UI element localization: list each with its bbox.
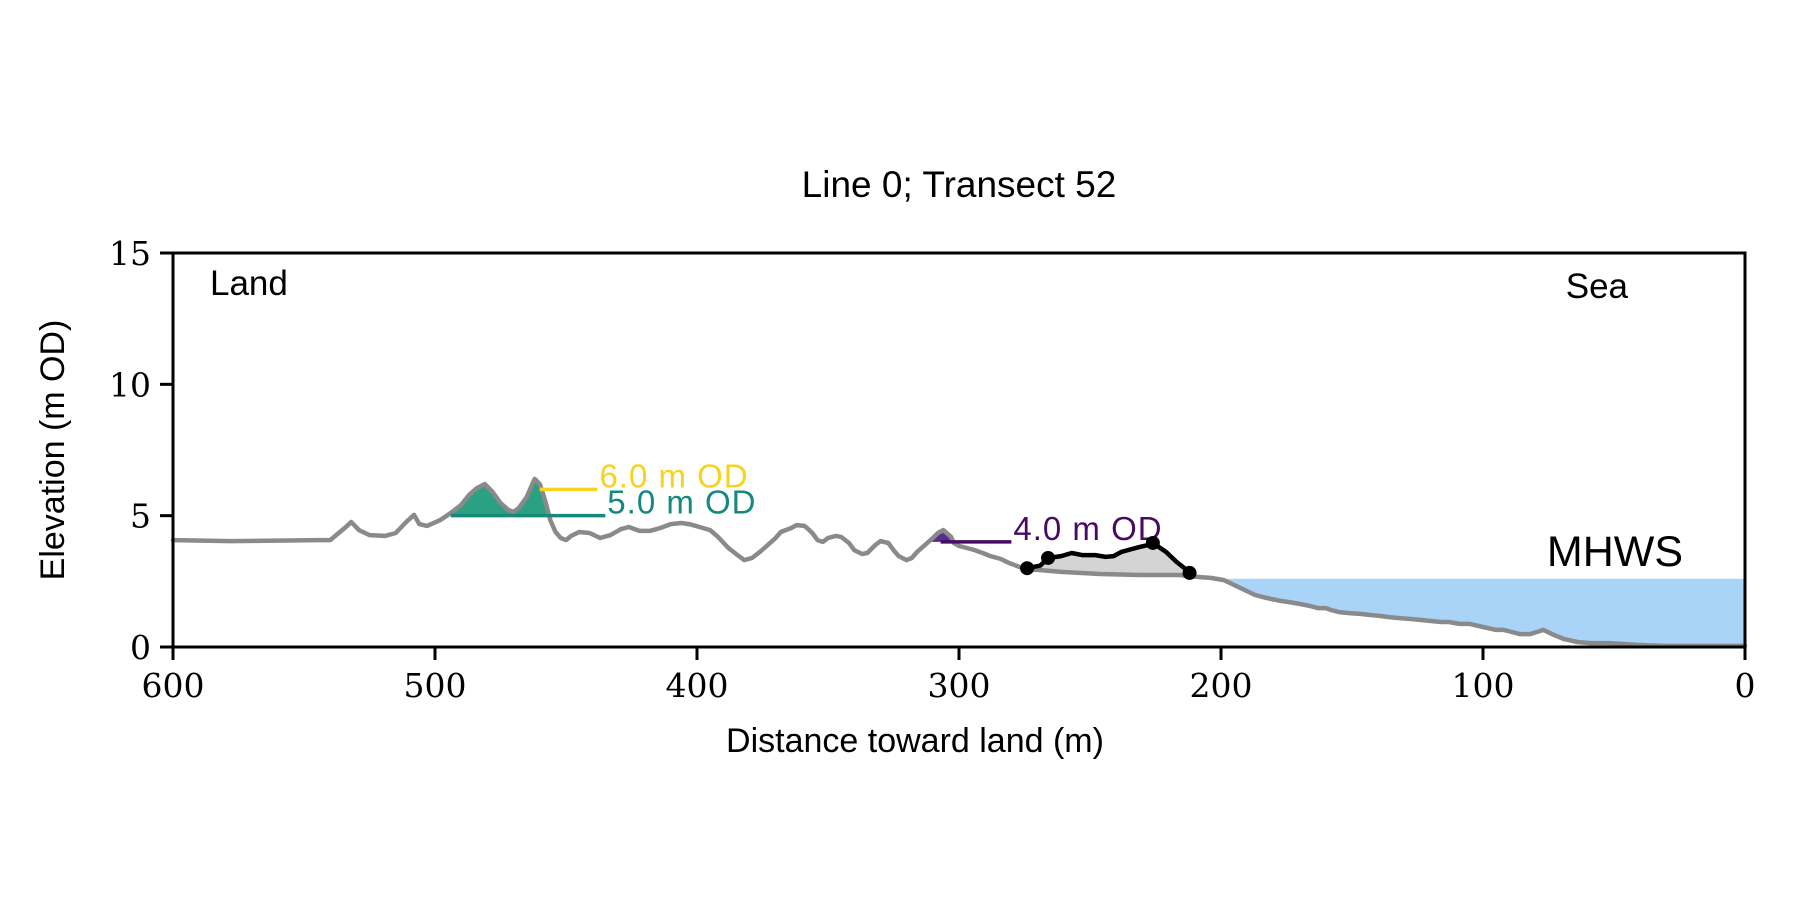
y-tick-label: 5 <box>130 497 151 536</box>
fills-layer <box>446 478 1745 646</box>
beach-profile-line <box>1026 540 1192 575</box>
x-tick-label: 200 <box>1190 666 1253 705</box>
x-tick-label: 500 <box>404 666 467 705</box>
sea-label: Sea <box>1566 267 1629 306</box>
level-label-4: 4.0 m OD <box>1013 510 1162 547</box>
land-label: Land <box>210 264 288 303</box>
x-tick-label: 400 <box>666 666 729 705</box>
terrain-line <box>170 476 1748 649</box>
mhws-label: MHWS <box>1547 528 1683 576</box>
beach-profile-marker <box>1182 565 1197 580</box>
x-tick-label: 0 <box>1735 666 1756 705</box>
y-tick-label: 10 <box>109 365 151 404</box>
y-tick-label: 15 <box>109 234 151 273</box>
level-label-6: 6.0 m OD <box>599 457 748 494</box>
y-tick-label: 0 <box>130 628 151 667</box>
x-tick-label: 100 <box>1452 666 1515 705</box>
level-label-5: 5.0 m OD <box>607 484 756 521</box>
threshold-fill-5 <box>446 478 550 516</box>
chart-title: Line 0; Transect 52 <box>802 164 1117 205</box>
annotations-layer: 6.0 m OD5.0 m OD 4.0 m OD <box>450 457 1197 580</box>
beach-envelope-fill <box>1027 543 1190 577</box>
beach-profile-marker <box>1041 550 1056 565</box>
beach-profile-marker <box>1020 561 1035 576</box>
lines-layer <box>170 476 1748 649</box>
axes-layer: 600 500 400 300 200 100 0 0 5 10 15 <box>109 234 1756 705</box>
y-axis-label: Elevation (m OD) <box>34 320 72 581</box>
x-tick-label: 600 <box>142 666 205 705</box>
mhws-water-fill <box>1215 578 1745 646</box>
x-tick-label: 300 <box>928 666 991 705</box>
x-axis-label: Distance toward land (m) <box>726 722 1104 760</box>
beach-profile-marker <box>1145 535 1160 550</box>
